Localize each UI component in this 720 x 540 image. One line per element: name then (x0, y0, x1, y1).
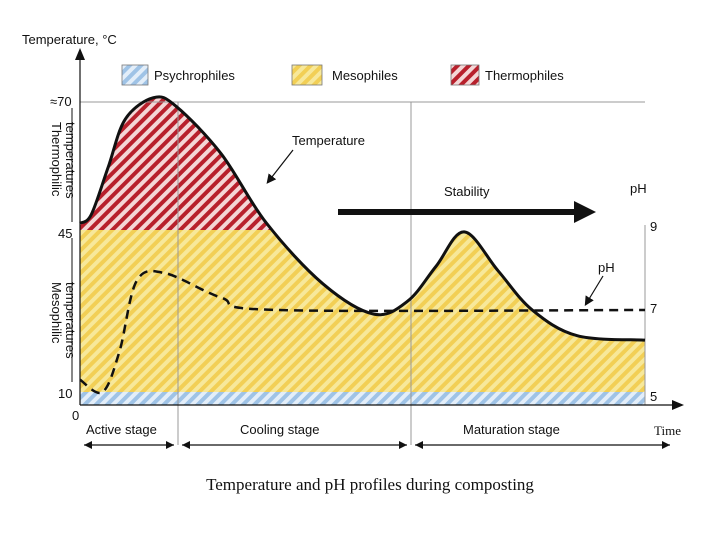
stability-annotation: Stability (444, 184, 490, 199)
y-axis-arrowhead (75, 48, 85, 60)
y-tick-70: ≈70 (50, 94, 72, 109)
psychrophile-band (80, 392, 645, 405)
y-axis-title: Temperature, °C (22, 32, 117, 47)
temperature-pointer (266, 149, 294, 184)
ph-curve-label: pH (598, 260, 615, 275)
ph-tick-9: 9 (650, 219, 657, 234)
stage-active: Active stage (86, 422, 157, 437)
stage-maturation: Maturation stage (463, 422, 560, 437)
ph-tick-7: 7 (650, 301, 657, 316)
y-tick-45: 45 (58, 226, 72, 241)
y-tick-10: 10 (58, 386, 72, 401)
ph-tick-5: 5 (650, 389, 657, 404)
y-tick-0: 0 (72, 408, 79, 423)
legend-thermophiles-swatch (450, 64, 480, 86)
ph-pointer (584, 275, 604, 307)
x-axis-arrowhead (672, 400, 684, 410)
legend-thermophiles-label: Thermophiles (485, 68, 564, 83)
mesophilic-zone-label: Mesophilic temperatures (49, 282, 78, 359)
figure-caption: Temperature and pH profiles during compo… (206, 475, 534, 494)
stage-arrows (84, 441, 670, 449)
legend-mesophiles-swatch (291, 64, 323, 86)
legend-psychrophiles-swatch (121, 64, 149, 86)
legend-psychrophiles-label: Psychrophiles (154, 68, 235, 83)
stage-cooling: Cooling stage (240, 422, 320, 437)
x-axis-title: Time (654, 423, 681, 438)
thermophilic-zone-label: Thermophilic temperatures (49, 122, 78, 200)
ph-axis-label: pH (630, 181, 647, 196)
temperature-annotation: Temperature (292, 133, 365, 148)
ph-curve (79, 269, 646, 395)
temperature-curve (79, 95, 646, 342)
stability-arrowhead (574, 201, 596, 223)
legend-mesophiles-label: Mesophiles (332, 68, 398, 83)
